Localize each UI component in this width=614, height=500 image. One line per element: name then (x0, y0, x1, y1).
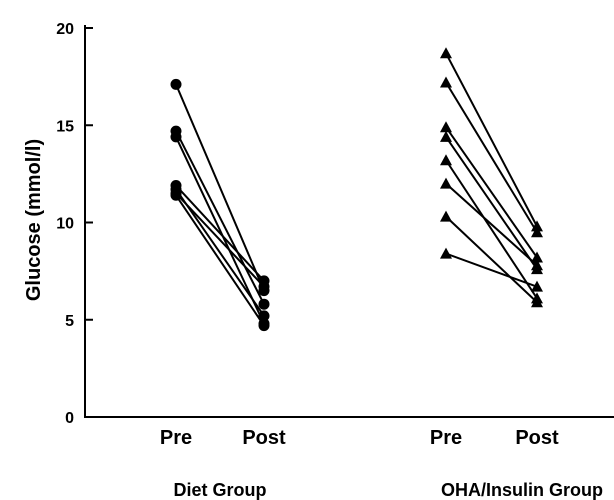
x-axis-labels: Pre Post Diet Group Pre Post OHA/Insulin Grou… (160, 427, 603, 500)
paired-line (175, 184, 265, 282)
y-tick-label: 0 (65, 410, 74, 427)
triangle-data-point (440, 247, 452, 259)
circle-data-point (258, 310, 270, 322)
triangle-data-point (440, 121, 452, 133)
series-group (170, 78, 270, 332)
circle-data-point (258, 320, 270, 332)
group-label: Diet Group (174, 480, 267, 500)
triangle-data-point (531, 259, 543, 271)
circle-data-point (170, 78, 182, 90)
y-tick-label: 15 (56, 118, 74, 135)
group-label: OHA/Insulin Group (441, 480, 603, 500)
paired-line (445, 159, 538, 299)
triangle-data-point (440, 177, 452, 189)
paired-line (445, 252, 538, 288)
triangle-data-point (440, 76, 452, 88)
x-category-label: Pre (160, 427, 192, 449)
x-category-label: Post (515, 427, 559, 449)
series-layer (170, 47, 543, 332)
circle-data-point (258, 298, 270, 310)
triangle-data-point (531, 296, 543, 308)
paired-line (175, 192, 265, 288)
triangle-data-point (531, 251, 543, 263)
paired-line (175, 194, 265, 327)
paired-line (175, 188, 265, 317)
triangle-data-point (531, 226, 543, 238)
paired-line (175, 130, 265, 305)
paired-line (445, 52, 538, 227)
triangle-data-point (440, 210, 452, 222)
paired-line (445, 126, 538, 259)
y-tick-label: 5 (65, 313, 74, 330)
y-axis-label: Glucose (mmol/l) (23, 139, 45, 301)
circle-data-point (170, 131, 182, 143)
circle-data-point (170, 189, 182, 201)
paired-line (175, 84, 265, 291)
y-axis-ticks: 0 5 10 15 20 (56, 21, 93, 427)
paired-line (445, 182, 538, 267)
triangle-data-point (440, 154, 452, 166)
paired-line (175, 136, 265, 325)
y-tick-label: 20 (56, 21, 74, 38)
y-tick-label: 10 (56, 216, 74, 233)
triangle-data-point (440, 130, 452, 142)
series-group (440, 47, 543, 308)
paired-line (445, 81, 538, 233)
triangle-data-point (531, 280, 543, 292)
paired-line (445, 215, 538, 303)
paired-line (445, 136, 538, 270)
triangle-data-point (440, 47, 452, 59)
x-category-label: Post (242, 427, 286, 449)
x-category-label: Pre (430, 427, 462, 449)
circle-data-point (258, 281, 270, 293)
